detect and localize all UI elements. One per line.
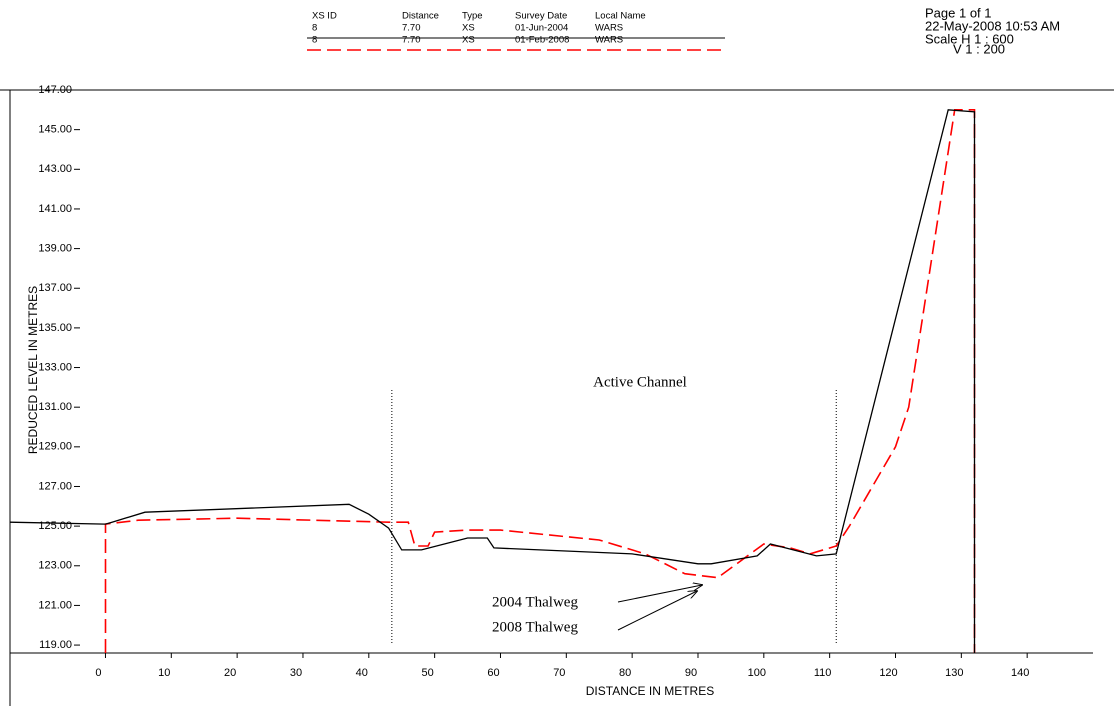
legend-cell: WARS	[595, 23, 623, 34]
y-axis-label: REDUCED LEVEL IN METRES	[26, 286, 40, 454]
legend-cell: 7.70	[402, 23, 421, 34]
x-tick-label: 50	[422, 667, 434, 679]
y-tick-label: 147.00	[38, 84, 72, 96]
annotation: 2004 Thalweg	[492, 594, 578, 610]
series-line	[9, 109, 976, 653]
y-tick-label: 143.00	[38, 163, 72, 175]
legend-cell: XS	[462, 23, 475, 34]
series-line	[104, 109, 976, 653]
page-info: V 1 : 200	[953, 41, 1005, 56]
legend-cell: 01-Jun-2004	[515, 23, 568, 34]
legend-cell: 8	[312, 35, 317, 46]
x-tick-label: 10	[158, 667, 170, 679]
y-tick-label: 123.00	[38, 560, 72, 572]
page-info: 22-May-2008 10:53 AM	[925, 18, 1060, 33]
legend-header: Distance	[402, 11, 439, 22]
y-tick-label: 131.00	[38, 401, 72, 413]
x-tick-label: 100	[748, 667, 766, 679]
x-tick-label: 110	[814, 667, 832, 679]
x-tick-label: 90	[685, 667, 697, 679]
y-tick-label: 127.00	[38, 480, 72, 492]
x-tick-label: 80	[619, 667, 631, 679]
y-tick-label: 129.00	[38, 441, 72, 453]
legend-cell: 8	[312, 23, 317, 34]
legend-cell: WARS	[595, 35, 623, 46]
legend-cell: 01-Feb-2008	[515, 35, 569, 46]
x-tick-label: 120	[879, 667, 897, 679]
x-tick-label: 60	[487, 667, 499, 679]
x-tick-label: 140	[1011, 667, 1029, 679]
y-tick-label: 119.00	[39, 639, 72, 651]
x-tick-label: 130	[945, 667, 963, 679]
y-tick-label: 141.00	[38, 203, 72, 215]
y-tick-label: 135.00	[38, 322, 72, 334]
legend-cell: 7.70	[402, 35, 421, 46]
y-tick-label: 145.00	[38, 124, 72, 136]
legend-header: XS ID	[312, 11, 337, 22]
legend-header: Type	[462, 11, 483, 22]
page-info: Page 1 of 1	[925, 5, 992, 20]
x-axis-label: DISTANCE IN METRES	[586, 684, 714, 698]
y-tick-label: 125.00	[38, 520, 72, 532]
legend-cell: XS	[462, 35, 475, 46]
annotation: Active Channel	[593, 374, 687, 390]
y-tick-label: 121.00	[38, 599, 72, 611]
legend-header: Local Name	[595, 11, 646, 22]
y-tick-label: 133.00	[38, 361, 72, 373]
annotation: 2008 Thalweg	[492, 619, 578, 635]
x-tick-label: 0	[95, 667, 101, 679]
x-tick-label: 70	[553, 667, 565, 679]
x-tick-label: 40	[356, 667, 368, 679]
arrow	[617, 585, 702, 603]
arrow	[617, 591, 697, 631]
page-info: Scale H 1 : 600	[925, 31, 1014, 46]
y-tick-label: 137.00	[38, 282, 72, 294]
x-tick-label: 30	[290, 667, 302, 679]
legend-header: Survey Date	[515, 11, 567, 22]
x-tick-label: 20	[224, 667, 236, 679]
y-tick-label: 139.00	[38, 242, 72, 254]
